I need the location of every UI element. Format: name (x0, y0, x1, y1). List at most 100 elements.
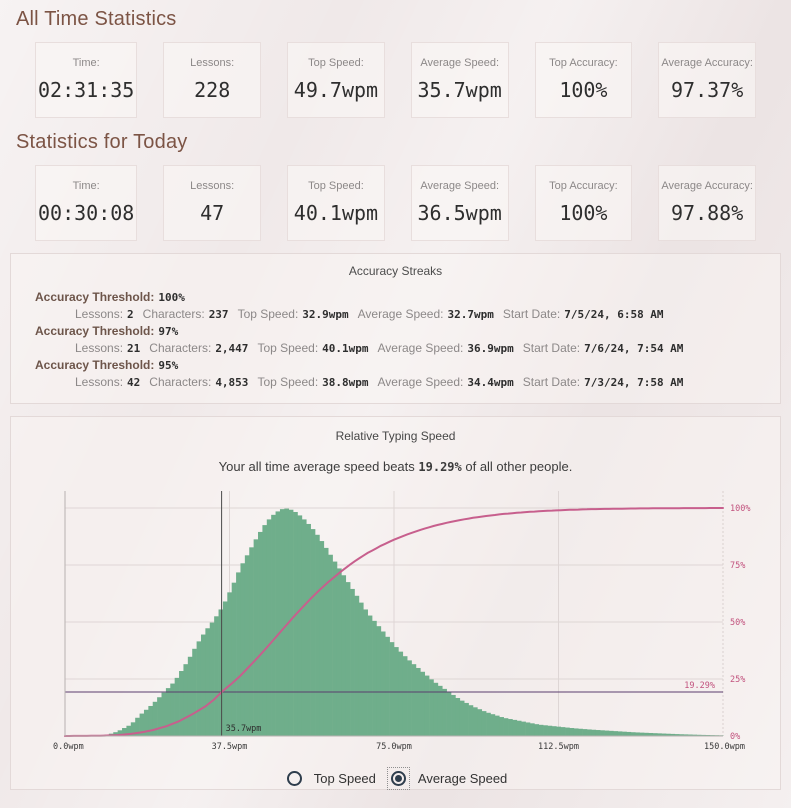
pair-key: Characters: (149, 375, 212, 389)
threshold-label: Accuracy Threshold: (35, 324, 155, 338)
streak-detail-row: Lessons: 21 Characters: 2,447 Top Speed: 40.1… (75, 340, 756, 357)
relative-typing-speed-panel: Relative Typing Speed Your all time aver… (10, 416, 781, 790)
threshold-label: Accuracy Threshold: (35, 358, 155, 372)
stat-card-average-accuracy-today: Average Accuracy: 97.88% (658, 165, 756, 241)
pair-key: Characters: (142, 307, 205, 321)
all-time-statistics-title: All Time Statistics (16, 8, 177, 30)
pair-key: Average Speed: (357, 307, 444, 321)
pair-key: Start Date: (522, 341, 581, 355)
streak-threshold-row: Accuracy Threshold: 97% (35, 323, 756, 340)
pair-value: 21 (127, 342, 141, 355)
pair-key: Average Speed: (377, 341, 464, 355)
pair-key: Start Date: (502, 307, 561, 321)
stat-label: Time: (72, 180, 100, 192)
stat-value: 100% (559, 201, 608, 225)
stat-card-top-speed-today: Top Speed: 40.1wpm (287, 165, 385, 241)
streak-threshold-row: Accuracy Threshold: 100% (35, 289, 756, 306)
stat-card-lessons-today: Lessons: 47 (163, 165, 262, 241)
speed-metric-controls: Top Speed Average Speed (11, 767, 780, 790)
stat-value: 49.7wpm (293, 78, 379, 102)
radio-circle-icon (286, 771, 302, 786)
all-time-stats-row: Time: 02:31:35 Lessons: 228 Top Speed: 4… (35, 42, 756, 118)
stat-label: Top Speed: (308, 180, 364, 192)
stat-label: Top Accuracy: (549, 57, 618, 69)
stat-card-time-today: Time: 00:30:08 (35, 165, 138, 241)
svg-text:0.0wpm: 0.0wpm (53, 742, 84, 752)
chart-subtitle: Your all time average speed beats 19.29%… (11, 459, 780, 474)
stat-label: Average Accuracy: (661, 57, 753, 69)
pair-value: 32.7wpm (447, 308, 494, 321)
svg-text:150.0wpm: 150.0wpm (704, 742, 745, 752)
pair-value: 38.8wpm (322, 376, 369, 389)
stat-label: Top Speed: (308, 57, 364, 69)
stat-value: 97.37% (671, 78, 744, 102)
stat-value: 36.5wpm (417, 201, 502, 225)
pair-value: 7/3/24, 7:58 AM (584, 376, 684, 389)
top-speed-radio[interactable]: Top Speed (284, 768, 376, 789)
subtitle-prefix: Your all time average speed beats (218, 459, 419, 474)
pair-key: Average Speed: (377, 375, 464, 389)
streak-detail-row: Lessons: 2 Characters: 237 Top Speed: 32.9wpm… (75, 306, 756, 323)
svg-text:19.29%: 19.29% (684, 681, 715, 691)
stat-label: Average Speed: (420, 57, 500, 69)
streak-threshold-row: Accuracy Threshold: 95% (35, 357, 756, 374)
stat-label: Average Accuracy: (661, 180, 753, 192)
threshold-value: 100% (158, 291, 185, 304)
stat-card-average-speed-today: Average Speed: 36.5wpm (410, 165, 509, 241)
pair-value: 237 (208, 308, 229, 321)
today-statistics-title: Statistics for Today (16, 131, 188, 153)
svg-text:25%: 25% (730, 675, 745, 685)
svg-text:50%: 50% (730, 618, 745, 628)
pair-value: 2 (127, 308, 134, 321)
stat-card-average-speed: Average Speed: 35.7wpm (410, 42, 509, 118)
svg-text:0%: 0% (730, 732, 740, 742)
radio-outline (386, 767, 410, 790)
pair-value: 40.1wpm (322, 342, 369, 355)
streak-detail-row: Lessons: 42 Characters: 4,853 Top Speed: 38.8… (75, 374, 756, 391)
stat-label: Average Speed: (420, 180, 500, 192)
threshold-value: 95% (158, 359, 179, 372)
stat-value: 35.7wpm (417, 78, 502, 102)
stat-card-top-accuracy-today: Top Accuracy: 100% (534, 165, 633, 241)
pair-key: Lessons: (75, 375, 124, 389)
threshold-value: 97% (158, 325, 179, 338)
typing-speed-distribution-chart: 19.29% 35.7wpm 0.0wpm 37.5wpm 75.0wpm 112.5wp… (53, 491, 750, 752)
threshold-label: Accuracy Threshold: (35, 290, 155, 304)
top-speed-radio-label[interactable]: Top Speed (313, 771, 376, 786)
radio-outline (284, 768, 305, 789)
streaks-list: Accuracy Threshold: 100% Lessons: 2 Charact… (35, 289, 756, 391)
pair-value: 4,853 (215, 376, 249, 389)
stat-value: 228 (194, 78, 231, 102)
svg-text:35.7wpm: 35.7wpm (226, 724, 262, 734)
stat-card-average-accuracy: Average Accuracy: 97.37% (658, 42, 756, 118)
pair-key: Top Speed: (237, 307, 299, 321)
stat-value: 02:31:35 (38, 78, 135, 102)
svg-text:75%: 75% (730, 561, 745, 571)
accuracy-streaks-title: Accuracy Streaks (348, 264, 443, 278)
svg-text:37.5wpm: 37.5wpm (212, 742, 248, 752)
stat-label: Time: (72, 57, 100, 69)
chart-title: Relative Typing Speed (335, 429, 456, 443)
stat-value: 97.88% (671, 201, 744, 225)
stat-label: Lessons: (190, 180, 235, 192)
stat-card-top-speed: Top Speed: 49.7wpm (287, 42, 385, 118)
stat-label: Top Accuracy: (549, 180, 618, 192)
stat-value: 47 (200, 201, 225, 225)
average-speed-radio-label[interactable]: Average Speed (417, 771, 508, 786)
pair-key: Top Speed: (257, 341, 319, 355)
stat-label: Lessons: (190, 57, 235, 69)
svg-text:112.5wpm: 112.5wpm (538, 742, 579, 752)
radio-circle-icon (390, 771, 406, 786)
subtitle-suffix: of all other people. (461, 459, 573, 474)
percentile-value: 19.29% (418, 460, 462, 474)
stat-card-top-accuracy: Top Accuracy: 100% (534, 42, 633, 118)
pair-value: 2,447 (215, 342, 249, 355)
pair-value: 36.9wpm (467, 342, 514, 355)
pair-key: Top Speed: (257, 375, 319, 389)
stat-card-lessons: Lessons: 228 (163, 42, 262, 118)
pair-value: 7/5/24, 6:58 AM (564, 308, 664, 321)
accuracy-streaks-panel: Accuracy Streaks Accuracy Threshold: 100%… (10, 253, 781, 404)
today-stats-row: Time: 00:30:08 Lessons: 47 Top Speed: 40… (35, 165, 756, 241)
average-speed-radio[interactable]: Average Speed (386, 767, 508, 790)
svg-text:100%: 100% (730, 504, 750, 514)
